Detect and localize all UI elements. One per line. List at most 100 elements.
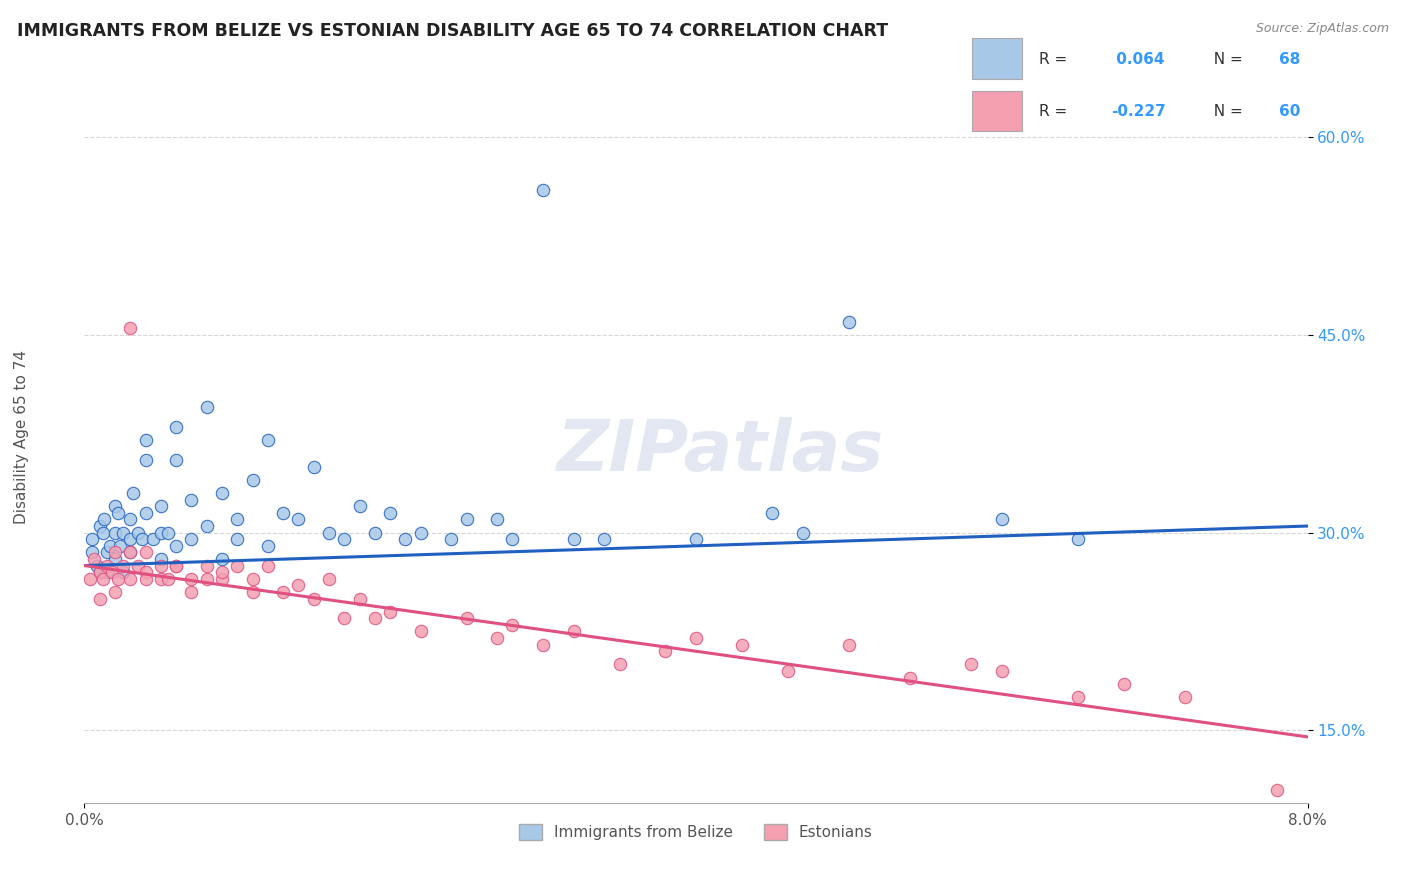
Point: [562, 533, 585, 547]
Point: [91, 572, 114, 586]
Point: [257, 558, 280, 573]
Point: [776, 664, 799, 678]
Point: [991, 664, 1014, 678]
Point: [165, 453, 187, 467]
Point: [149, 552, 172, 566]
Point: [609, 657, 631, 672]
Point: [111, 565, 134, 579]
Point: [302, 459, 325, 474]
Point: [86, 558, 108, 573]
Point: [135, 506, 157, 520]
Point: [318, 525, 340, 540]
Point: [287, 512, 309, 526]
Point: [211, 486, 233, 500]
Text: Source: ZipAtlas.com: Source: ZipAtlas.com: [1256, 22, 1389, 36]
Point: [654, 644, 676, 658]
Point: [1265, 782, 1288, 797]
Point: [898, 671, 921, 685]
Point: [89, 565, 111, 579]
Text: R =: R =: [1039, 103, 1073, 119]
Point: [165, 558, 187, 573]
Point: [195, 519, 218, 533]
Text: 60: 60: [1279, 103, 1301, 119]
Point: [104, 500, 127, 514]
Point: [104, 525, 127, 540]
Point: [101, 565, 124, 579]
Point: [409, 624, 432, 639]
Point: [731, 638, 754, 652]
Point: [122, 486, 145, 500]
Text: R =: R =: [1039, 52, 1073, 67]
Point: [211, 552, 233, 566]
Point: [486, 512, 509, 526]
Point: [80, 545, 103, 559]
Point: [98, 539, 121, 553]
Point: [91, 525, 114, 540]
Point: [80, 533, 103, 547]
Point: [226, 558, 249, 573]
Text: N =: N =: [1204, 103, 1247, 119]
Point: [157, 572, 180, 586]
Point: [242, 585, 264, 599]
Bar: [972, 38, 1022, 79]
Point: [107, 506, 129, 520]
Legend: Immigrants from Belize, Estonians: Immigrants from Belize, Estonians: [513, 818, 879, 847]
Point: [180, 572, 202, 586]
Point: [531, 183, 554, 197]
Point: [593, 533, 616, 547]
Point: [89, 591, 111, 606]
Point: [135, 545, 157, 559]
Point: [195, 558, 218, 573]
Point: [1067, 533, 1090, 547]
Text: IMMIGRANTS FROM BELIZE VS ESTONIAN DISABILITY AGE 65 TO 74 CORRELATION CHART: IMMIGRANTS FROM BELIZE VS ESTONIAN DISAB…: [17, 22, 889, 40]
Point: [104, 552, 127, 566]
Point: [838, 315, 860, 329]
Point: [380, 506, 402, 520]
Point: [89, 519, 111, 533]
Point: [120, 572, 142, 586]
Point: [120, 512, 142, 526]
Point: [531, 638, 554, 652]
Point: [991, 512, 1014, 526]
Point: [1174, 690, 1197, 705]
Point: [180, 533, 202, 547]
Point: [149, 525, 172, 540]
Point: [195, 401, 218, 415]
Point: [257, 434, 280, 448]
Point: [135, 565, 157, 579]
Point: [135, 572, 157, 586]
Point: [380, 605, 402, 619]
Point: [1067, 690, 1090, 705]
Point: [271, 506, 294, 520]
Point: [108, 539, 131, 553]
Point: [838, 638, 860, 652]
Point: [120, 545, 142, 559]
Point: [333, 611, 356, 625]
Point: [211, 565, 233, 579]
Point: [394, 533, 416, 547]
Point: [135, 434, 157, 448]
Point: [302, 591, 325, 606]
Point: [349, 591, 371, 606]
Point: [111, 558, 134, 573]
Text: ZIPatlas: ZIPatlas: [557, 417, 884, 486]
Point: [135, 453, 157, 467]
Point: [180, 585, 202, 599]
Y-axis label: Disability Age 65 to 74: Disability Age 65 to 74: [14, 350, 28, 524]
Point: [120, 533, 142, 547]
Point: [111, 525, 134, 540]
Point: [486, 631, 509, 645]
Point: [120, 321, 142, 335]
Point: [127, 558, 149, 573]
Point: [502, 533, 524, 547]
Point: [142, 533, 165, 547]
Point: [107, 572, 129, 586]
Point: [127, 525, 149, 540]
Point: [165, 420, 187, 434]
Point: [318, 572, 340, 586]
Point: [287, 578, 309, 592]
Point: [409, 525, 432, 540]
Point: [242, 572, 264, 586]
Point: [502, 618, 524, 632]
Text: 0.064: 0.064: [1111, 52, 1164, 67]
